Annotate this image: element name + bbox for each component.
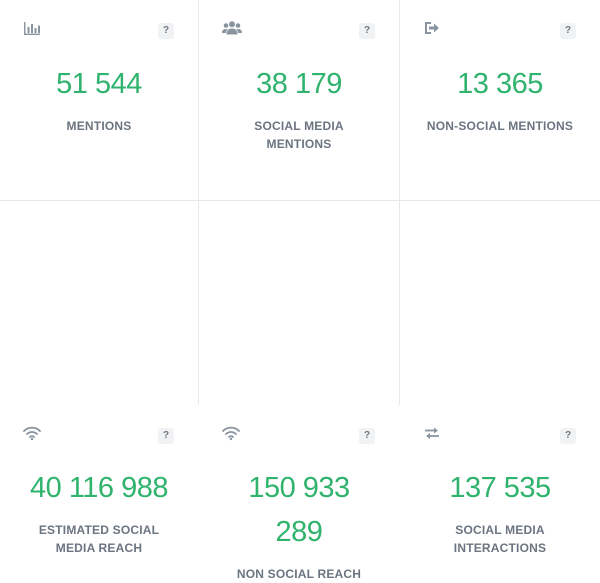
users-icon xyxy=(222,20,242,36)
metric-value: 38 179 xyxy=(256,68,342,100)
wifi-icon xyxy=(222,425,240,441)
metric-value: 13 365 xyxy=(457,68,543,100)
metric-label: MENTIONS xyxy=(66,119,132,133)
help-badge[interactable]: ? xyxy=(359,23,375,39)
help-badge[interactable]: ? xyxy=(359,428,375,444)
metric-card-non-social-mentions: ? 13 365 NON-SOCIAL MENTIONS xyxy=(400,0,600,201)
bar-chart-icon xyxy=(23,20,41,36)
metric-label: NON-SOCIAL MENTIONS xyxy=(426,119,574,133)
metric-label: NON SOCIAL REACH xyxy=(236,567,362,581)
metric-label-line: MEDIA REACH xyxy=(55,541,143,555)
help-badge[interactable]: ? xyxy=(158,23,174,39)
metric-label-line: SOCIAL MEDIA xyxy=(455,523,545,537)
metric-card-non-social-reach: ? 150 933 289 NON SOCIAL REACH xyxy=(199,201,400,581)
metric-value: 150 933 289 xyxy=(207,466,391,554)
metric-card-social-media-interactions: ? 137 535 SOCIAL MEDIA INTERACTIONS xyxy=(400,201,600,555)
metric-value: 51 544 xyxy=(56,68,142,100)
metric-label-line: ESTIMATED SOCIAL xyxy=(38,523,160,537)
metric-value-line: 150 933 xyxy=(248,472,350,504)
sign-out-icon xyxy=(423,20,441,36)
metric-label-line: SOCIAL MEDIA xyxy=(254,119,344,133)
metric-card-estimated-social-media-reach: ? 40 116 988 ESTIMATED SOCIAL MEDIA REAC… xyxy=(0,201,199,555)
metric-value-line: 289 xyxy=(275,516,323,548)
help-badge[interactable]: ? xyxy=(158,428,174,444)
metric-label: SOCIAL MEDIA MENTIONS xyxy=(209,117,389,153)
metric-label-line: MENTIONS xyxy=(266,137,332,151)
help-badge[interactable]: ? xyxy=(560,23,576,39)
metric-value: 137 535 xyxy=(449,472,551,504)
metric-card-social-media-mentions: ? 38 179 SOCIAL MEDIA MENTIONS xyxy=(199,0,400,201)
metric-label: SOCIAL MEDIA INTERACTIONS xyxy=(410,521,590,557)
metric-value: 40 116 988 xyxy=(30,472,169,504)
metric-label-line: INTERACTIONS xyxy=(453,541,547,555)
exchange-icon xyxy=(423,425,441,441)
metric-card-mentions: ? 51 544 MENTIONS xyxy=(0,0,199,201)
metric-label: ESTIMATED SOCIAL MEDIA REACH xyxy=(10,521,188,557)
help-badge[interactable]: ? xyxy=(560,428,576,444)
wifi-icon xyxy=(23,425,41,441)
